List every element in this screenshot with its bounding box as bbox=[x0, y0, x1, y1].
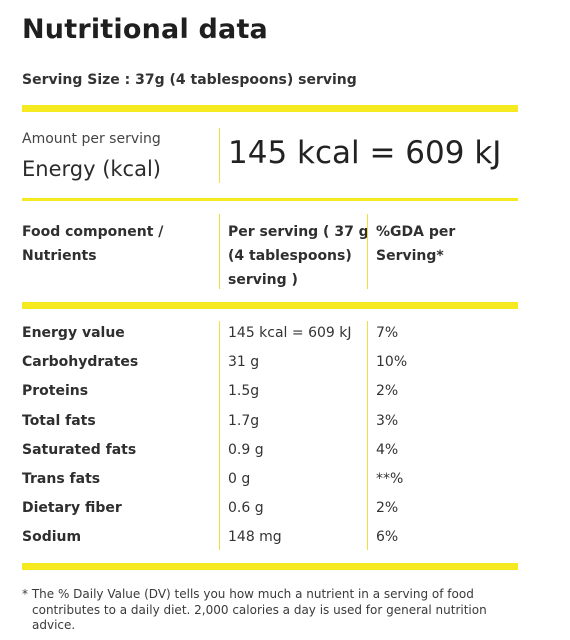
table-row: Energy value 145 kcal = 609 kJ 7% bbox=[0, 325, 570, 354]
divider-bar bbox=[22, 563, 518, 570]
divider-bar bbox=[22, 105, 518, 112]
header-gda-line: Serving* bbox=[376, 248, 444, 264]
table-row: Trans fats 0 g **% bbox=[0, 471, 570, 500]
column-divider-line bbox=[367, 321, 368, 550]
header-per-serving-line: Per serving ( 37 g bbox=[228, 224, 369, 240]
nutrient-name: Carbohydrates bbox=[22, 354, 139, 370]
nutrient-per-serving: 31 g bbox=[228, 354, 260, 370]
header-food-component: Food component / Nutrients bbox=[22, 220, 163, 268]
nutrient-per-serving: 1.5g bbox=[228, 383, 260, 399]
energy-value: 145 kcal = 609 kJ bbox=[228, 135, 502, 171]
energy-divider-line bbox=[219, 128, 220, 183]
divider-bar bbox=[22, 198, 518, 201]
nutrient-name: Saturated fats bbox=[22, 442, 137, 458]
nutrient-gda: 4% bbox=[376, 442, 399, 458]
column-divider-line bbox=[367, 214, 368, 289]
nutrient-gda: 3% bbox=[376, 413, 399, 429]
table-row: Carbohydrates 31 g 10% bbox=[0, 354, 570, 383]
nutrient-per-serving: 145 kcal = 609 kJ bbox=[228, 325, 352, 341]
nutrient-gda: 10% bbox=[376, 354, 408, 370]
nutrient-name: Energy value bbox=[22, 325, 125, 341]
nutrient-name: Total fats bbox=[22, 413, 96, 429]
amount-per-serving-label: Amount per serving bbox=[22, 131, 161, 147]
nutrient-per-serving: 0 g bbox=[228, 471, 251, 487]
table-row: Dietary fiber 0.6 g 2% bbox=[0, 500, 570, 529]
nutrient-name: Dietary fiber bbox=[22, 500, 122, 516]
energy-label: Energy (kcal) bbox=[22, 157, 161, 181]
nutrient-name: Trans fats bbox=[22, 471, 101, 487]
nutrient-gda: 2% bbox=[376, 383, 399, 399]
table-row: Total fats 1.7g 3% bbox=[0, 413, 570, 442]
column-divider-line bbox=[219, 214, 220, 289]
header-gda: %GDA per Serving* bbox=[376, 220, 455, 268]
nutrient-gda: 6% bbox=[376, 529, 399, 545]
nutrient-name: Sodium bbox=[22, 529, 82, 545]
table-row: Sodium 148 mg 6% bbox=[0, 529, 570, 558]
header-per-serving: Per serving ( 37 g (4 tablespoons) servi… bbox=[228, 220, 369, 292]
nutrient-name: Proteins bbox=[22, 383, 89, 399]
nutrient-per-serving: 148 mg bbox=[228, 529, 282, 545]
table-row: Saturated fats 0.9 g 4% bbox=[0, 442, 570, 471]
nutrient-per-serving: 0.6 g bbox=[228, 500, 264, 516]
nutrient-gda: **% bbox=[376, 471, 404, 487]
header-per-serving-line: (4 tablespoons) bbox=[228, 248, 352, 264]
footnote: * The % Daily Value (DV) tells you how m… bbox=[22, 587, 487, 632]
header-food-component-line: Nutrients bbox=[22, 248, 97, 264]
nutrient-per-serving: 0.9 g bbox=[228, 442, 264, 458]
serving-size: Serving Size : 37g (4 tablespoons) servi… bbox=[22, 72, 357, 88]
divider-bar bbox=[22, 302, 518, 309]
table-row: Proteins 1.5g 2% bbox=[0, 383, 570, 412]
nutrient-gda: 7% bbox=[376, 325, 399, 341]
page-title: Nutritional data bbox=[22, 14, 268, 45]
header-food-component-line: Food component / bbox=[22, 224, 164, 240]
column-divider-line bbox=[219, 321, 220, 550]
nutrient-gda: 2% bbox=[376, 500, 399, 516]
header-gda-line: %GDA per bbox=[376, 224, 456, 240]
header-per-serving-line: serving ) bbox=[228, 272, 298, 288]
nutrient-per-serving: 1.7g bbox=[228, 413, 260, 429]
